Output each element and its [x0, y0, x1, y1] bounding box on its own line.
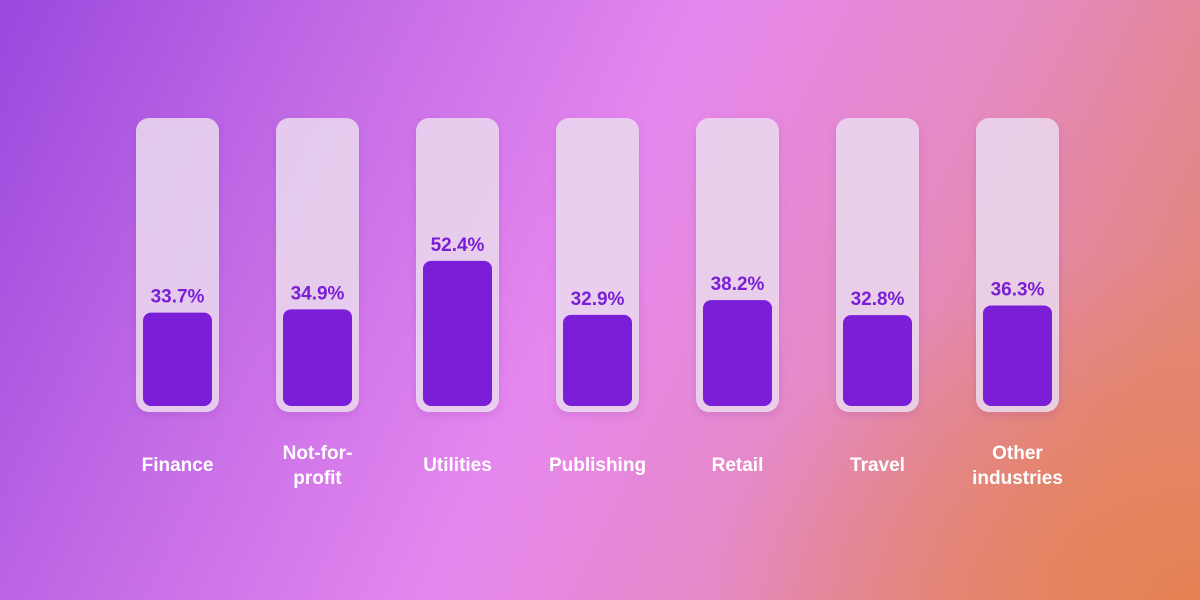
data-label: 52.4%: [431, 235, 485, 256]
category-label: Travel: [850, 455, 905, 476]
bar: [143, 312, 212, 406]
category-label: Utilities: [423, 455, 492, 476]
bar: [983, 305, 1052, 406]
data-label: 33.7%: [151, 287, 205, 308]
data-label: 38.2%: [711, 274, 765, 295]
bar: [563, 314, 632, 406]
category-label: Publishing: [548, 455, 647, 476]
bar: [843, 315, 912, 406]
category-label: Finance: [141, 455, 214, 476]
bar: [703, 300, 772, 406]
data-label: 32.9%: [571, 289, 625, 310]
category-label: Retail: [711, 455, 764, 476]
data-label: 34.9%: [291, 283, 345, 304]
data-label: 36.3%: [991, 279, 1045, 300]
bar: [423, 260, 492, 406]
data-label: 32.8%: [851, 289, 905, 310]
category-label: Not-for- profit: [282, 443, 353, 489]
category-label: Other industries: [972, 443, 1063, 489]
bar: [283, 309, 352, 406]
